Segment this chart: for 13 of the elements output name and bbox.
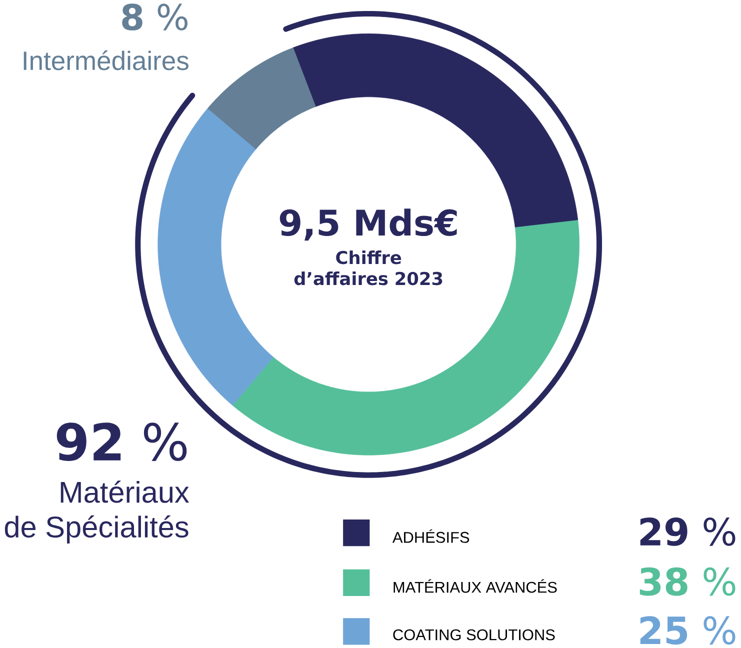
slice-label: Intermédiaires <box>24 50 188 70</box>
legend-label: ADHÉSIFS <box>392 529 470 543</box>
legend-label: MATÉRIAUX AVANCÉS <box>394 579 557 593</box>
text: 92 % <box>56 422 187 461</box>
data-label: 38 % <box>640 567 736 596</box>
data-label: 29 % <box>640 517 736 546</box>
text: Matériaux <box>60 480 190 503</box>
data-label: 25 % <box>640 616 736 644</box>
data-label: 8 % <box>122 4 188 30</box>
legend-label: COATING SOLUTIONS <box>393 629 555 640</box>
text: de Spécialités <box>4 515 188 544</box>
text: Chiffre d’affaires 2023 <box>294 250 442 286</box>
text: 9,5 Mds€ <box>280 208 457 240</box>
